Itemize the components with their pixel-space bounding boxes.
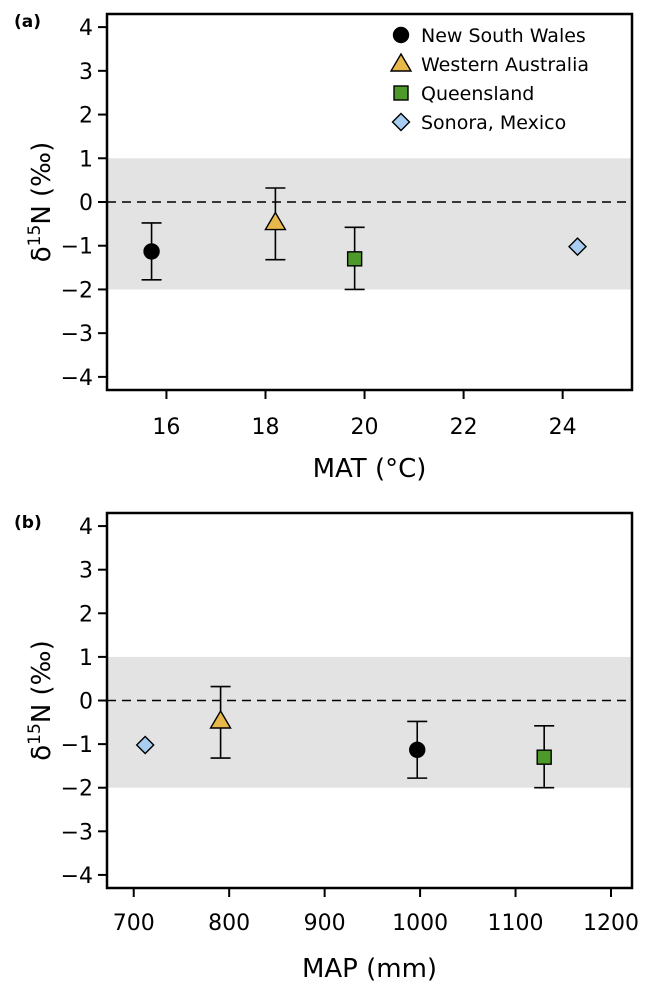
point-sonora-mexico <box>135 735 155 755</box>
y-tick-label: 3 <box>79 559 93 584</box>
x-tick-label: 1100 <box>488 911 544 936</box>
y-axis-label: δ15N (‰) <box>25 142 57 262</box>
y-tick-label: 2 <box>79 602 93 627</box>
legend-label-queensland: Queensland <box>421 83 534 105</box>
point-new-south-wales <box>143 243 160 260</box>
legend-marker-sonora-mexico <box>391 112 411 132</box>
y-axis-label-rest: N (‰) <box>27 640 57 723</box>
legend-marker-queensland <box>393 85 409 101</box>
point-new-south-wales <box>409 741 426 758</box>
x-tick-label: 1200 <box>583 911 639 936</box>
y-tick-label: 4 <box>79 515 93 540</box>
y-tick-label: −4 <box>61 864 93 889</box>
x-tick-label: 700 <box>113 911 155 936</box>
y-axis-label-superscript: 15 <box>25 723 45 745</box>
plot-frame <box>105 511 634 890</box>
y-tick-label: −3 <box>61 322 93 347</box>
y-tick-label: −2 <box>61 278 93 303</box>
y-tick-label: −2 <box>61 777 93 802</box>
y-axis-label-symbol: δ <box>27 745 57 761</box>
legend-marker-western-australia <box>389 52 413 72</box>
panel-label: (a) <box>14 12 41 32</box>
shaded-band <box>107 158 632 290</box>
x-tick-label: 22 <box>450 415 478 440</box>
y-axis-label-symbol: δ <box>27 246 57 262</box>
plot-frame <box>105 12 634 392</box>
y-axis-label: δ15N (‰) <box>25 640 57 760</box>
x-tick-label: 1000 <box>392 911 448 936</box>
chart-panel-a: (a) 4 3 2 1 0 −1 −2 −3 −4 16 18 20 22 24 MAT (°C) δ15N (… <box>14 12 634 484</box>
chart-panel-b: (b) 4 3 2 1 0 −1 −2 −3 −4 700 800 900 1000 1100 1200 MAP… <box>14 511 639 984</box>
point-queensland <box>536 749 552 765</box>
point-queensland <box>346 251 363 267</box>
x-tick-label: 900 <box>304 911 346 936</box>
y-tick-label: −1 <box>61 235 93 260</box>
y-tick-label: 3 <box>79 60 93 85</box>
panel-label: (b) <box>14 513 42 533</box>
y-tick-label: 2 <box>79 104 93 129</box>
point-sonora-mexico <box>568 237 588 257</box>
legend: New South Wales Western Australia Queensla… <box>389 25 589 134</box>
legend-label-sonora-mexico: Sonora, Mexico <box>421 112 566 134</box>
y-tick-label: 1 <box>79 646 93 671</box>
y-axis-label-rest: N (‰) <box>27 142 57 225</box>
x-axis-label: MAT (°C) <box>313 454 427 484</box>
y-tick-label: 4 <box>79 16 93 41</box>
legend-marker-new-south-wales <box>392 26 410 44</box>
legend-label-new-south-wales: New South Wales <box>421 25 586 47</box>
point-western-australia <box>264 211 287 231</box>
y-tick-label: 0 <box>79 191 93 216</box>
y-tick-label: −1 <box>61 733 93 758</box>
shaded-band <box>107 656 632 788</box>
x-tick-label: 18 <box>251 415 279 440</box>
point-western-australia <box>209 709 232 729</box>
y-axis-label-superscript: 15 <box>25 225 45 247</box>
y-tick-label: −3 <box>61 820 93 845</box>
x-axis-label: MAP (mm) <box>302 954 437 984</box>
y-tick-label: 0 <box>79 690 93 715</box>
x-tick-label: 800 <box>208 911 250 936</box>
y-tick-label: −4 <box>61 366 93 391</box>
x-tick-label: 16 <box>152 415 180 440</box>
legend-label-western-australia: Western Australia <box>421 54 589 76</box>
y-tick-label: 1 <box>79 147 93 172</box>
x-tick-label: 24 <box>549 415 577 440</box>
x-tick-label: 20 <box>351 415 379 440</box>
